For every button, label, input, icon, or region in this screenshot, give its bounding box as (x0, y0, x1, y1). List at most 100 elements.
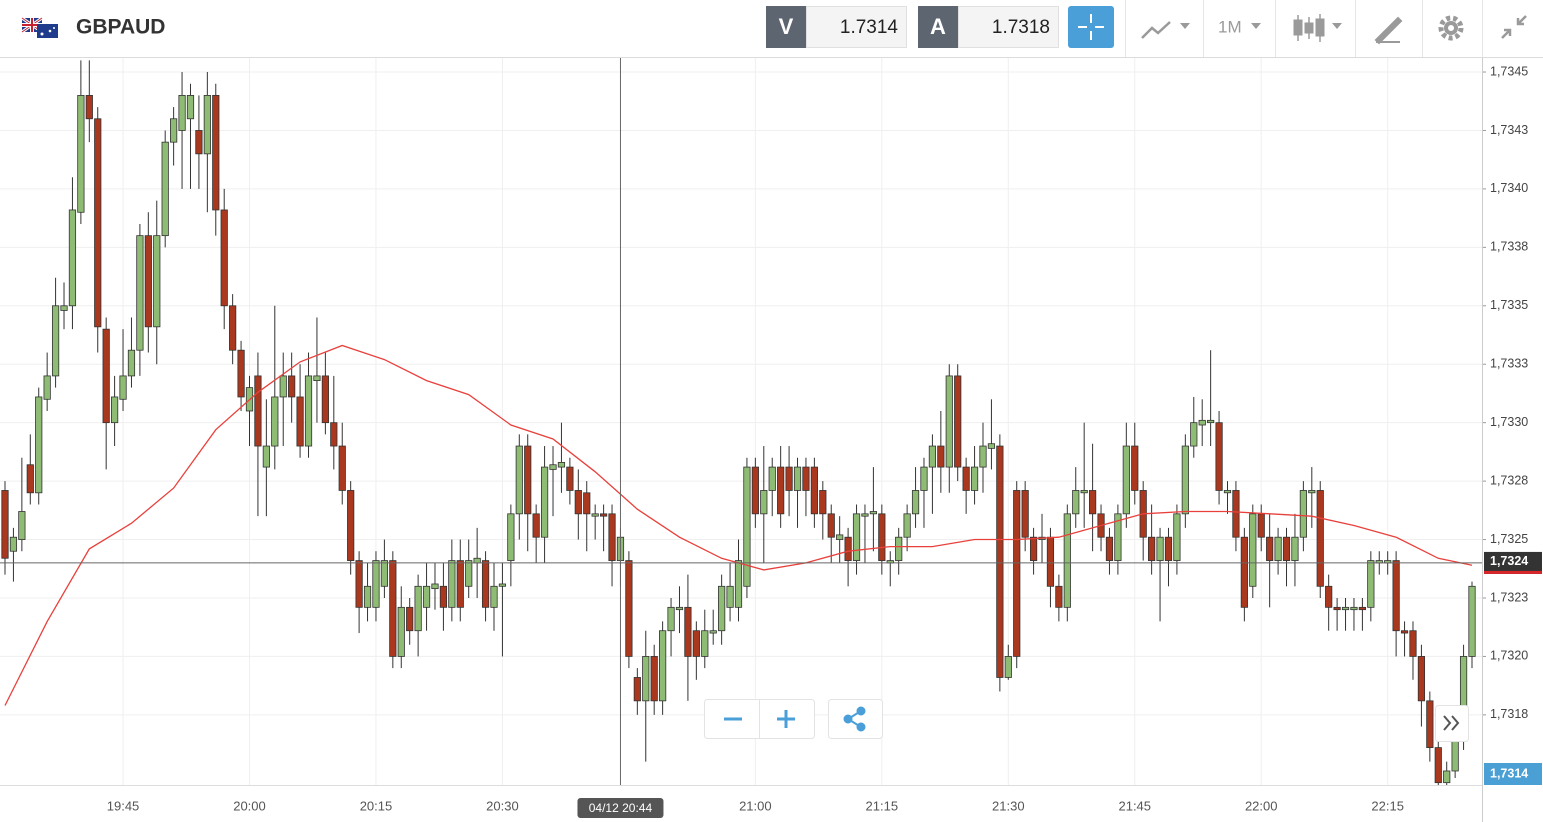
candle-body (347, 490, 355, 561)
draw-button[interactable] (1374, 16, 1403, 45)
candle-body (1325, 585, 1333, 608)
candle-body (102, 328, 110, 424)
candle-body (768, 466, 776, 491)
candle-body (1063, 513, 1071, 608)
timeframe-button[interactable]: 1M (1218, 17, 1261, 36)
candle-body (684, 606, 692, 657)
last-price-label: 1,7314 (1490, 766, 1528, 780)
candle-body (237, 349, 245, 398)
candle-body (288, 375, 296, 398)
candle-body (692, 630, 700, 657)
candle-body (68, 209, 77, 307)
zoom-in-button[interactable] (777, 710, 795, 728)
candle-body (456, 560, 464, 608)
candle-body (532, 513, 540, 538)
candle-body (524, 445, 532, 515)
candle-body (675, 606, 684, 611)
candle-body (296, 396, 304, 447)
candle-body (1341, 606, 1350, 611)
candle-body (1451, 737, 1459, 772)
candle-body (1207, 419, 1215, 424)
ask-box (958, 6, 1059, 48)
x-tick-label: 20:00 (233, 798, 266, 813)
candle-body (1266, 536, 1274, 561)
candle-body (1426, 700, 1434, 748)
candle-body (1333, 606, 1341, 611)
candle-body (111, 396, 119, 424)
candle-body (220, 209, 228, 307)
candle-body (161, 141, 169, 237)
candle-body (1080, 490, 1088, 494)
candle-body (734, 560, 743, 608)
candle-body (330, 422, 338, 447)
candle-body (212, 95, 220, 211)
candle-body (136, 235, 144, 351)
share-box (828, 699, 883, 739)
candle-body (903, 513, 911, 538)
bid-button[interactable] (766, 6, 806, 48)
candle-body (1443, 770, 1451, 784)
settings-button[interactable] (1438, 15, 1464, 41)
ask-button[interactable] (918, 6, 958, 48)
candle-body (1013, 490, 1021, 657)
candle-body (1392, 560, 1400, 632)
share-button[interactable] (843, 706, 866, 732)
chart-type-button[interactable] (1141, 21, 1190, 39)
x-tick-label: 22:00 (1245, 798, 1278, 813)
candle-body (574, 490, 582, 515)
candle-body (549, 464, 557, 470)
candle-body (1131, 445, 1139, 491)
candle-body (195, 130, 203, 155)
candle-body (718, 585, 726, 632)
crosshair-button[interactable] (1068, 6, 1114, 48)
candle-body (760, 490, 768, 515)
candle-body (1190, 422, 1198, 447)
candle-body (1046, 536, 1055, 587)
candle-body (1223, 490, 1232, 494)
candle-body (1029, 536, 1038, 561)
candle-body (1367, 560, 1375, 608)
y-tick-label: 1,7333 (1490, 357, 1528, 371)
candle-body (1409, 630, 1417, 657)
candle-body (709, 630, 717, 634)
candle-body (60, 305, 68, 311)
collapse-button[interactable] (1501, 15, 1527, 39)
candle-body (987, 443, 996, 449)
candle-body (701, 630, 709, 657)
candle-body (608, 513, 616, 561)
candle-body (481, 560, 490, 608)
candle-body (431, 583, 439, 590)
header: GBPAUD V 1.7314 A 1.7318 1M (0, 0, 1543, 58)
candle-body (448, 560, 456, 608)
candle-body (279, 375, 287, 398)
y-tick-label: 1,7318 (1490, 707, 1528, 721)
candle-body (1021, 490, 1029, 538)
ask-price: 1.7318 (992, 17, 1050, 38)
candle-body (819, 490, 827, 515)
candle-body (1105, 536, 1114, 561)
bid-price: 1.7314 (840, 17, 899, 38)
candle-type-button[interactable] (1293, 14, 1342, 42)
x-tick-label: 21:30 (992, 798, 1025, 813)
candle-body (439, 585, 448, 608)
candle-body (802, 466, 810, 491)
candle-body (153, 235, 161, 328)
scroll-end-box (1435, 705, 1469, 742)
candle-body (1282, 536, 1291, 561)
candle-body (844, 536, 852, 561)
candle-body (465, 560, 473, 587)
candle-body (852, 513, 861, 561)
candle-body (954, 375, 962, 468)
candle-body (321, 375, 329, 424)
candle-body (911, 490, 920, 515)
candle-body (473, 557, 481, 564)
candle-body (1148, 536, 1156, 561)
candle-body (1308, 490, 1316, 494)
candle-body (1274, 536, 1282, 561)
y-tick-label: 1,7338 (1490, 240, 1528, 254)
scroll-end-button[interactable] (1443, 715, 1460, 731)
candle-body (583, 492, 591, 515)
x-tick-label: 21:00 (739, 798, 772, 813)
last-price-box (1484, 763, 1542, 785)
y-tick-label: 1,7325 (1490, 532, 1528, 546)
